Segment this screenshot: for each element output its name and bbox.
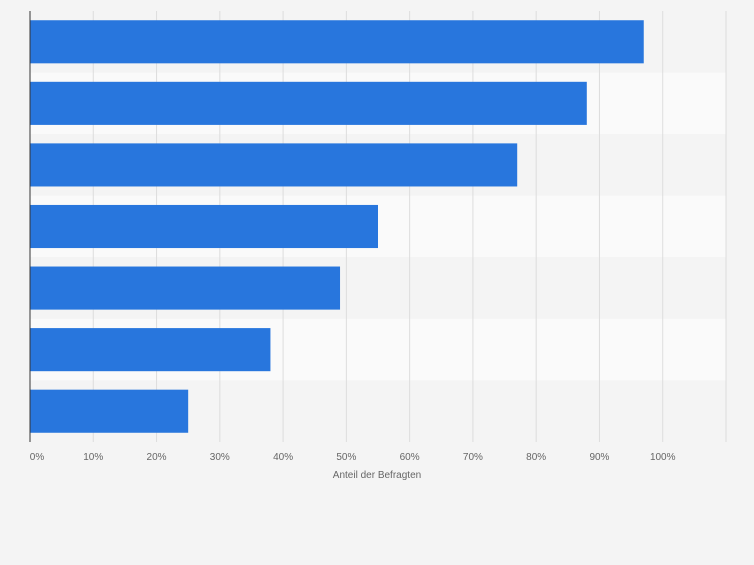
bar-5 (30, 266, 341, 310)
x-tick-label-20: 20% (147, 452, 167, 463)
x-tick-label-90: 90% (589, 452, 609, 463)
x-tick-label-100: 100% (650, 452, 676, 463)
bar-6 (30, 328, 271, 372)
bar-1 (30, 20, 644, 64)
x-tick-label-40: 40% (273, 452, 293, 463)
x-tick-label-70: 70% (463, 452, 483, 463)
x-tick-label-50: 50% (336, 452, 356, 463)
x-tick-label-30: 30% (210, 452, 230, 463)
bar-3 (30, 143, 518, 187)
x-tick-label-0: 0% (30, 452, 45, 463)
bar-4 (30, 204, 378, 249)
x-tick-label-60: 60% (400, 452, 420, 463)
x-axis-title: Anteil der Befragten (333, 470, 421, 481)
x-tick-labels: 0% 10% 20% 30% 40% 50% 60% 70% 80% 90% 100% (30, 452, 676, 463)
bar-7 (30, 389, 189, 433)
x-tick-label-10: 10% (83, 452, 103, 463)
bars (30, 20, 644, 433)
bar-2 (30, 81, 587, 125)
x-tick-label-80: 80% (526, 452, 546, 463)
